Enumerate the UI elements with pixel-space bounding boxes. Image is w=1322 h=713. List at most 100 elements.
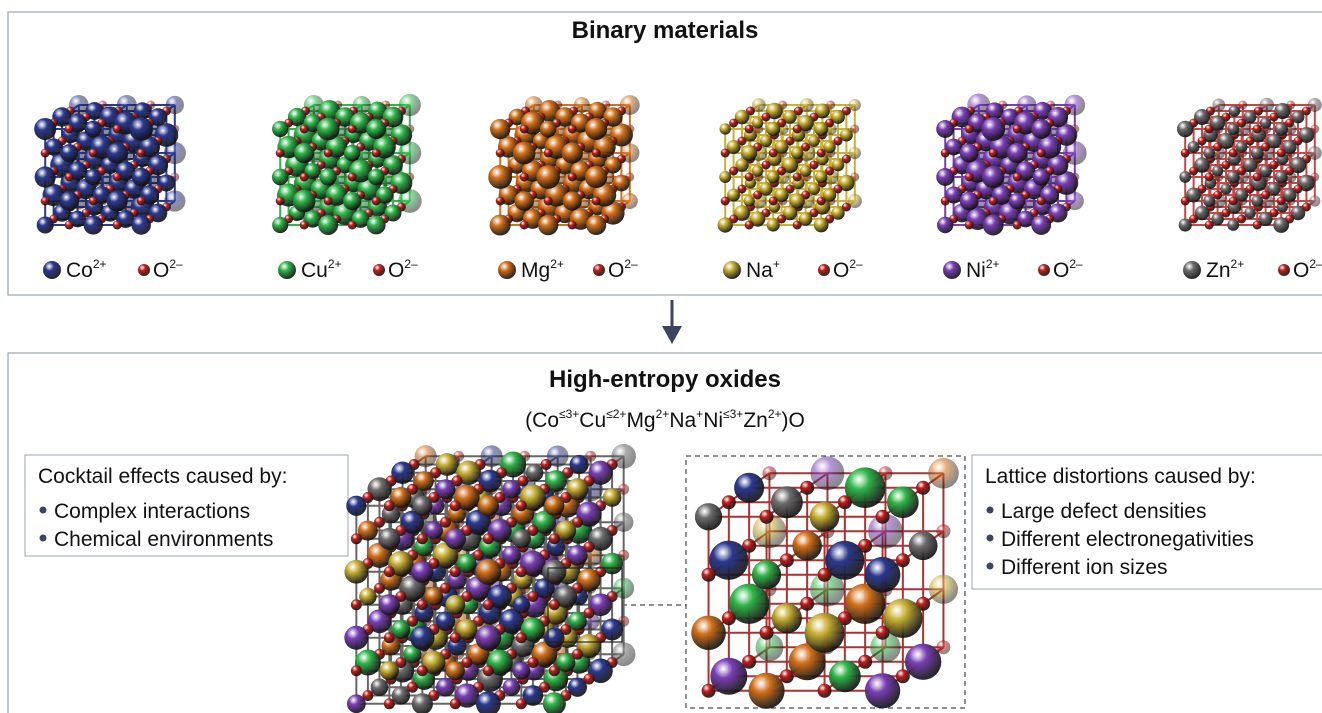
anion — [762, 113, 771, 122]
anion-label: O2– — [388, 257, 418, 282]
anion — [520, 125, 529, 134]
cation — [909, 531, 938, 560]
anion — [965, 125, 974, 134]
anion — [818, 568, 832, 582]
anion — [941, 149, 950, 158]
binary-title: Binary materials — [572, 17, 759, 44]
cation — [767, 218, 780, 231]
anion — [1229, 149, 1238, 158]
anion — [450, 632, 461, 643]
anion — [348, 125, 357, 134]
formula-charge: ≤3+ — [559, 407, 579, 421]
cation — [132, 168, 151, 187]
anion-symbol: O — [153, 259, 169, 282]
cation — [344, 145, 360, 161]
cation — [734, 473, 764, 503]
cation — [359, 588, 377, 606]
cation — [771, 486, 803, 518]
crystal-structure — [34, 95, 186, 235]
anion — [300, 173, 309, 182]
anion-charge: 2– — [624, 257, 638, 271]
cation — [1260, 117, 1272, 129]
anion — [592, 197, 601, 206]
anion — [351, 599, 362, 610]
cation — [512, 596, 530, 614]
cation — [85, 169, 101, 185]
anion — [729, 119, 738, 128]
cation — [1244, 207, 1256, 219]
cation — [106, 142, 127, 163]
cation — [752, 117, 763, 128]
cation — [317, 118, 340, 141]
cation-legend-sphere — [943, 261, 961, 279]
anion-legend-sphere — [138, 264, 150, 276]
cation — [379, 594, 400, 615]
anion-symbol: O — [608, 259, 624, 282]
cation — [320, 168, 337, 185]
anion — [1261, 191, 1270, 200]
cation — [982, 166, 1005, 189]
cation-label: Zn2+ — [1206, 257, 1244, 282]
anion — [483, 665, 494, 676]
cation — [887, 486, 919, 518]
cation — [960, 192, 979, 211]
cation-label: Ni2+ — [966, 257, 1000, 282]
anion — [41, 197, 50, 206]
cation-label: Cu2+ — [301, 257, 342, 282]
anion — [745, 173, 754, 182]
anion — [1270, 113, 1279, 122]
anion — [384, 500, 395, 511]
cation — [37, 216, 54, 233]
bullet — [987, 535, 994, 542]
cation — [748, 673, 784, 709]
cation — [960, 144, 979, 163]
cation — [293, 190, 316, 213]
cation — [1179, 218, 1192, 231]
anion — [722, 495, 736, 509]
cation — [412, 496, 432, 516]
cation — [446, 661, 465, 680]
cation — [1227, 123, 1239, 135]
anion — [372, 149, 381, 158]
cation-symbol: Na — [746, 259, 773, 282]
anion — [745, 221, 754, 230]
cation — [936, 120, 954, 138]
anion — [374, 583, 385, 594]
cation — [710, 658, 747, 695]
cation — [542, 560, 566, 584]
anion — [496, 197, 505, 206]
cation — [1203, 195, 1215, 207]
anion-label: O2– — [833, 257, 863, 282]
anion-charge: 2– — [169, 257, 183, 271]
cation — [562, 142, 583, 163]
anion — [876, 510, 890, 524]
cation — [1251, 195, 1263, 207]
cation-charge: 2+ — [328, 257, 342, 271]
anion — [113, 173, 122, 182]
anion — [702, 568, 716, 582]
anion — [300, 125, 309, 134]
cation — [752, 165, 764, 177]
anion-label: O2– — [153, 257, 183, 282]
anion — [876, 626, 890, 640]
anion — [1205, 173, 1214, 182]
crystal-structure — [1177, 98, 1322, 233]
anion — [544, 197, 553, 206]
cation — [928, 458, 959, 489]
anion-legend-sphere — [373, 264, 385, 276]
formula-symbol: Na — [669, 409, 696, 432]
cation — [526, 464, 544, 482]
anion — [1253, 221, 1262, 230]
cation-symbol: Zn — [1206, 259, 1231, 282]
crystal-structure — [718, 98, 862, 233]
anion — [65, 221, 74, 230]
cation — [767, 171, 780, 184]
cation — [719, 171, 731, 183]
cation — [445, 528, 466, 549]
anion-charge: 2– — [1309, 257, 1322, 271]
cation — [563, 191, 582, 210]
anion — [417, 599, 428, 610]
lattice-title: Lattice distortions caused by: — [985, 465, 1256, 488]
cation — [766, 122, 780, 136]
cation — [720, 123, 731, 134]
